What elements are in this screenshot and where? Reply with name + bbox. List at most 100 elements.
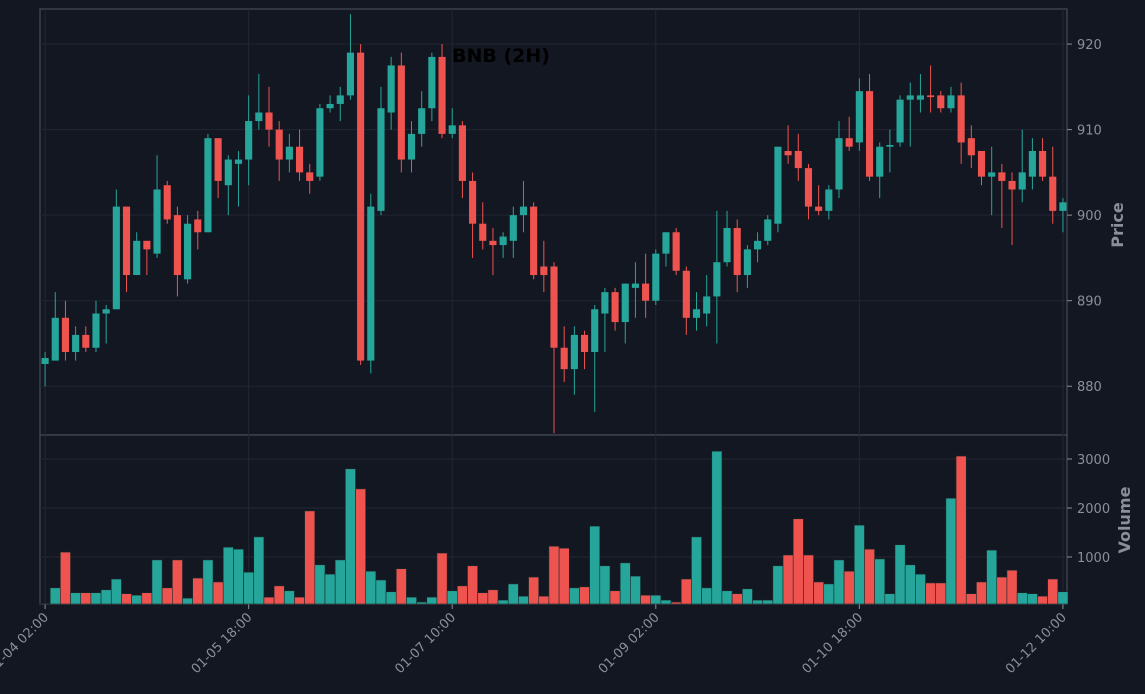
volume-bar (110, 578, 122, 605)
volume-bar (446, 590, 458, 605)
volume-bar (365, 570, 377, 605)
candle-body (1059, 202, 1067, 211)
volume-bar (599, 565, 611, 605)
volume-bar (70, 592, 82, 605)
volume-bar (80, 592, 92, 605)
volume-bar (711, 450, 723, 605)
volume-bar (324, 573, 336, 605)
volume-bar (1057, 591, 1069, 605)
candle-body (92, 313, 100, 348)
candle-body (72, 334, 80, 353)
volume-bar (996, 576, 1008, 605)
y-tick-label: 890 (1077, 295, 1102, 310)
volume-bar (1037, 595, 1048, 605)
volume-bar (304, 510, 316, 605)
candle-body (448, 125, 456, 134)
candle-body (906, 95, 914, 100)
candle-body (825, 189, 833, 211)
volume-bar (619, 562, 631, 605)
volume-bar (426, 596, 438, 605)
candle-body (784, 151, 792, 156)
candle-body (845, 138, 853, 147)
volume-bar (792, 518, 804, 605)
volume-bar (467, 565, 478, 605)
candle-body (896, 99, 904, 143)
candle-body (1039, 151, 1047, 177)
volume-bar (894, 544, 906, 605)
volume-bar (141, 592, 153, 605)
candle-body (988, 172, 996, 177)
candle-body (306, 172, 314, 181)
candle-body (550, 266, 558, 348)
volume-bar (670, 601, 682, 605)
volume-bar (660, 599, 672, 605)
candle-body (41, 358, 49, 364)
candle-body (275, 129, 283, 160)
volume-bar (161, 587, 173, 605)
volume-bar (945, 497, 957, 605)
candle-body (804, 168, 813, 207)
volume-bar (131, 594, 143, 605)
volume-bar (222, 546, 234, 605)
candle-body (743, 249, 751, 276)
candle-body (876, 146, 884, 177)
candle-body (580, 334, 589, 353)
volume-bar (742, 588, 753, 605)
candle-body (316, 108, 324, 177)
y2-tick-label: 3000 (1077, 453, 1110, 468)
y-tick-label: 900 (1077, 209, 1102, 224)
candle-body (855, 91, 863, 143)
y2-axis-label: Volume (1115, 486, 1134, 553)
volume-bar (1047, 578, 1059, 605)
volume-bar (548, 545, 560, 605)
volume-bar (1027, 593, 1038, 605)
candle-body (947, 95, 955, 109)
candle-body (703, 296, 711, 314)
candle-body (224, 159, 232, 186)
volume-bar (294, 596, 305, 605)
volume-bar (874, 558, 886, 605)
candle-body (112, 206, 120, 310)
volume-bar (843, 570, 855, 605)
candle-body (51, 317, 59, 361)
volume-bar (192, 577, 204, 605)
candle-body (499, 236, 507, 246)
candle-body (560, 347, 568, 370)
candle-body (764, 219, 772, 241)
volume-bar (385, 591, 397, 605)
candle-body (479, 223, 487, 241)
volume-bar (558, 547, 570, 605)
candle-body (865, 91, 874, 177)
candle-body (265, 112, 273, 130)
volume-bar (182, 597, 193, 605)
volume-bar (345, 468, 356, 605)
candle-body (184, 223, 192, 280)
volume-bar (833, 559, 845, 605)
volume-bar (263, 596, 275, 605)
candle-body (397, 65, 405, 160)
candle-body (815, 206, 823, 211)
candle-body (163, 185, 171, 220)
candle-body (611, 292, 619, 323)
candle-body (153, 189, 161, 254)
candle-body (794, 151, 802, 169)
volume-bar (568, 587, 580, 605)
candle-body (61, 317, 70, 353)
volume-bar (721, 590, 733, 605)
volume-bar (752, 599, 763, 605)
y-tick-label: 910 (1077, 124, 1102, 139)
candle-body (367, 206, 375, 361)
volume-bar (955, 455, 967, 605)
candle-body (438, 56, 446, 134)
candle-body (82, 334, 90, 348)
volume-bar (253, 536, 265, 605)
volume-bar (935, 582, 947, 605)
candle-body (489, 240, 497, 246)
candle-body (886, 145, 894, 147)
candle-body (469, 180, 477, 224)
volume-bar (853, 524, 865, 605)
candle-body (937, 95, 945, 109)
candle-body (723, 227, 731, 263)
candle-body (509, 215, 517, 241)
